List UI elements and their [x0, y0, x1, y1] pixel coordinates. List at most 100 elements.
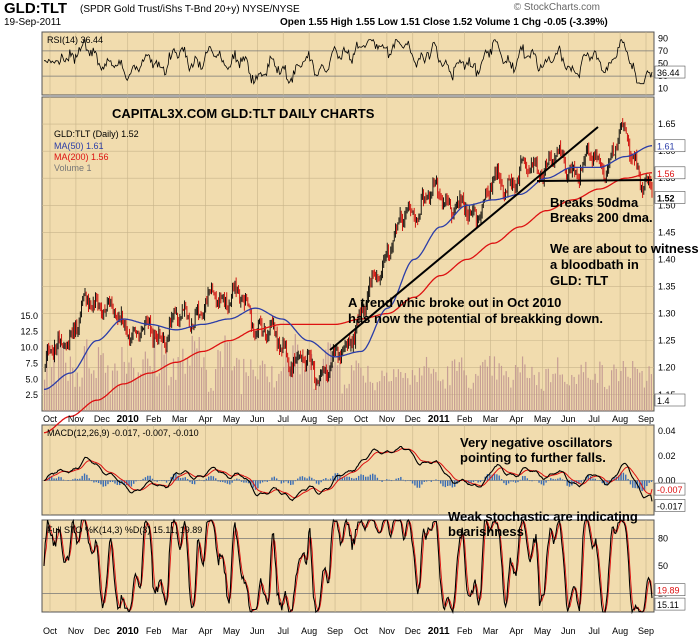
x-axis-label-bottom: Nov [68, 626, 85, 636]
volume-bar [287, 362, 289, 411]
macd-hist-bar [58, 476, 60, 481]
axis-ticks: 90705030101.651.601.551.501.451.401.351.… [20, 33, 678, 637]
sto-k-line [43, 518, 653, 615]
macd-hist-bar [526, 478, 529, 481]
volume-bar [332, 365, 334, 411]
x-axis-label-bottom: Oct [43, 626, 58, 636]
macd-hist-bar [475, 480, 477, 481]
volume-bar [128, 362, 130, 411]
volume-bar [407, 378, 409, 411]
volume-bar [369, 381, 371, 411]
macd-hist-bar [505, 480, 507, 486]
volume-bar [301, 359, 303, 411]
volume-bar [100, 355, 102, 411]
volume-bar [259, 365, 261, 411]
macd-hist-bar [531, 480, 533, 482]
volume-bar [292, 345, 294, 411]
macd-hist-bar [285, 480, 287, 482]
volume-bar [76, 372, 79, 411]
volume-bar [618, 381, 620, 411]
volume-bar [44, 379, 46, 411]
macd-hist-bar [243, 480, 245, 483]
macd-hist-bar [163, 480, 165, 482]
macd-hist-bar [109, 480, 112, 483]
x-axis-label-bottom: 2010 [117, 626, 140, 637]
macd-hist-bar [395, 478, 397, 481]
macd-hist-bar [219, 480, 222, 482]
volume-bar [632, 361, 634, 411]
macd-hist-bar [543, 480, 545, 486]
volume-bar [484, 359, 486, 411]
macd-panel [41, 424, 655, 516]
volume-bar [243, 358, 245, 411]
volume-bar [381, 370, 383, 411]
volume-bar [313, 388, 315, 411]
macd-hist-bar [118, 480, 121, 486]
macd-hist-bar [524, 475, 526, 481]
annotation-breaks-200dma: Breaks 200 dma. [550, 210, 653, 225]
volume-bar [641, 371, 643, 411]
x-axis-label: Aug [612, 414, 628, 424]
ma50-value-tag: 1.61 [657, 142, 675, 152]
price-panel [41, 96, 655, 412]
macd-hist-bar [144, 477, 147, 481]
rsi-value-tag: 36.44 [657, 68, 680, 78]
macd-hist-bar [100, 480, 102, 485]
volume-bar [496, 379, 498, 411]
volume-bar [601, 365, 603, 411]
macd-hist-bar [325, 478, 327, 481]
volume-bar [386, 372, 388, 411]
rsi-tick: 70 [658, 46, 668, 56]
volume-bar [343, 384, 346, 411]
legend-ma200: MA(200) 1.56 [54, 152, 109, 162]
macd-hist-bar [165, 480, 168, 483]
macd-hist-bar [229, 480, 231, 485]
macd-hist-bar [489, 474, 491, 481]
annotation-sto-2: bearishness [448, 524, 524, 539]
macd-hist-bar [374, 474, 376, 481]
volume-bar [393, 369, 395, 411]
volume-bar [559, 374, 561, 411]
x-axis-label: Dec [405, 414, 422, 424]
volume-bar [306, 351, 308, 411]
chart-description: (SPDR Gold Trust/iShs T-Bnd 20+y) NYSE/N… [80, 4, 300, 15]
macd-hist-bar [388, 479, 390, 481]
sto-d-line [43, 519, 653, 614]
volume-bar [86, 339, 88, 411]
macd-hist-bar [364, 476, 367, 481]
macd-hist-bar [264, 480, 266, 482]
macd-hist-bar [599, 480, 601, 482]
volume-bar [388, 381, 390, 411]
volume-bar [566, 384, 568, 411]
volume-bar [315, 378, 317, 411]
macd-hist-bar [306, 478, 308, 481]
ma200-value-tag: 1.56 [657, 169, 675, 179]
macd-signal-tag: -0.007 [657, 485, 683, 495]
volume-bar [360, 367, 362, 411]
volume-bar [95, 378, 97, 411]
macd-hist-bar [411, 480, 414, 484]
price-tick: 1.45 [658, 227, 676, 237]
x-axis-label: Jun [250, 414, 265, 424]
volume-bar [93, 370, 95, 411]
macd-hist-bar [114, 480, 116, 484]
volume-bar [505, 371, 507, 411]
volume-bar [486, 366, 489, 411]
macd-hist-bar [486, 474, 489, 481]
macd-hist-bar [322, 479, 325, 481]
volume-bar [210, 387, 212, 411]
volume-bar [130, 357, 132, 411]
volume-bar [543, 390, 545, 411]
volume-bar [179, 361, 182, 411]
volume-bar [200, 367, 203, 411]
volume-bar [613, 364, 615, 411]
volume-bar [308, 365, 310, 411]
macd-hist-bar [290, 480, 292, 486]
volume-bar [610, 370, 613, 411]
macd-hist-bar [193, 480, 196, 485]
macd-hist-bar [240, 480, 243, 482]
volume-bar [107, 365, 109, 411]
volume-bar [118, 385, 121, 411]
macd-hist-bar [257, 480, 259, 489]
